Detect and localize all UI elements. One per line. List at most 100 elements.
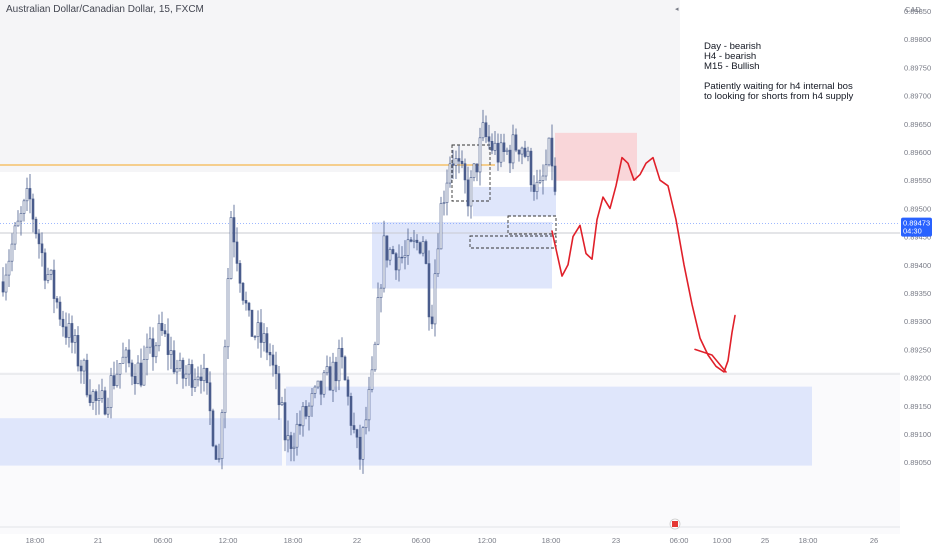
calendar-event-icon[interactable] (669, 518, 681, 530)
candle[interactable] (319, 380, 323, 406)
candle[interactable] (58, 296, 62, 326)
candle[interactable] (154, 342, 158, 364)
candle[interactable] (436, 233, 440, 277)
candle[interactable] (259, 309, 263, 358)
candle[interactable] (235, 227, 239, 272)
candle[interactable] (343, 355, 347, 381)
candle[interactable] (538, 169, 542, 185)
candle[interactable] (256, 310, 260, 349)
candle[interactable] (106, 397, 110, 418)
candle[interactable] (358, 424, 362, 470)
candle[interactable] (196, 366, 200, 387)
candle[interactable] (409, 237, 413, 243)
candle[interactable] (493, 131, 497, 155)
candle[interactable] (529, 147, 533, 192)
candle[interactable] (181, 357, 185, 389)
range-box[interactable] (469, 235, 557, 249)
candle[interactable] (322, 370, 326, 398)
candle[interactable] (364, 406, 368, 435)
candle[interactable] (370, 356, 374, 393)
candle[interactable] (1, 267, 5, 297)
candle[interactable] (70, 315, 74, 354)
candle[interactable] (40, 232, 44, 267)
candle[interactable] (139, 348, 143, 388)
candle[interactable] (490, 133, 494, 155)
candle[interactable] (67, 313, 71, 348)
candle[interactable] (313, 385, 317, 399)
candle[interactable] (403, 240, 407, 270)
candle[interactable] (517, 149, 521, 162)
candle[interactable] (430, 304, 434, 329)
candle[interactable] (19, 206, 23, 236)
candle[interactable] (352, 412, 356, 434)
candle[interactable] (274, 351, 278, 390)
candle[interactable] (535, 169, 539, 200)
candle[interactable] (190, 359, 194, 396)
candle[interactable] (118, 363, 122, 389)
candle[interactable] (376, 282, 380, 346)
time-axis[interactable] (0, 534, 900, 550)
candle[interactable] (460, 150, 464, 169)
candle[interactable] (103, 386, 107, 416)
candle[interactable] (250, 309, 254, 337)
demand-zone[interactable] (473, 186, 556, 217)
candle[interactable] (88, 379, 92, 407)
candle[interactable] (205, 367, 209, 395)
candle[interactable] (133, 364, 137, 395)
candle[interactable] (487, 124, 491, 150)
candle[interactable] (223, 339, 227, 429)
candle[interactable] (451, 149, 455, 180)
candle[interactable] (340, 337, 344, 369)
candle[interactable] (289, 431, 293, 462)
candle[interactable] (217, 443, 221, 463)
candle[interactable] (553, 157, 557, 196)
candle[interactable] (520, 146, 524, 165)
candle[interactable] (52, 259, 56, 314)
text-annotation[interactable]: Day - bearish H4 - bearish M15 - Bullish… (704, 42, 853, 102)
candle[interactable] (22, 198, 26, 222)
candle[interactable] (76, 326, 80, 372)
candle[interactable] (109, 367, 113, 419)
candle[interactable] (148, 326, 152, 354)
candle[interactable] (418, 241, 422, 255)
candle[interactable] (277, 365, 281, 420)
candle[interactable] (514, 128, 518, 153)
candle[interactable] (439, 196, 443, 250)
candle[interactable] (550, 124, 554, 181)
candle[interactable] (55, 295, 59, 309)
candle[interactable] (25, 177, 29, 211)
candle[interactable] (97, 384, 101, 415)
candle[interactable] (442, 190, 446, 216)
candle[interactable] (241, 281, 245, 305)
candle[interactable] (373, 341, 377, 372)
candle[interactable] (238, 260, 242, 293)
candle[interactable] (265, 327, 269, 361)
candle[interactable] (280, 396, 284, 407)
demand-zone[interactable] (286, 386, 812, 466)
candle[interactable] (526, 146, 530, 162)
candle[interactable] (172, 340, 176, 375)
candle[interactable] (484, 115, 488, 143)
candle[interactable] (34, 216, 38, 239)
candle[interactable] (211, 408, 215, 448)
candle[interactable] (424, 239, 428, 265)
candle[interactable] (334, 356, 338, 393)
forecast-path[interactable] (551, 156, 736, 373)
candle[interactable] (478, 127, 482, 186)
candle[interactable] (160, 311, 164, 336)
candle[interactable] (385, 235, 389, 268)
candle[interactable] (397, 244, 401, 282)
candle[interactable] (208, 371, 212, 426)
candle[interactable] (304, 400, 308, 420)
candle[interactable] (151, 327, 155, 371)
candle[interactable] (73, 329, 77, 354)
candle[interactable] (142, 345, 146, 386)
candle[interactable] (49, 269, 53, 281)
candle[interactable] (511, 124, 515, 170)
candle[interactable] (94, 389, 98, 416)
candle[interactable] (292, 432, 296, 462)
candle[interactable] (31, 193, 35, 233)
candle[interactable] (4, 263, 8, 301)
candle[interactable] (166, 318, 170, 371)
